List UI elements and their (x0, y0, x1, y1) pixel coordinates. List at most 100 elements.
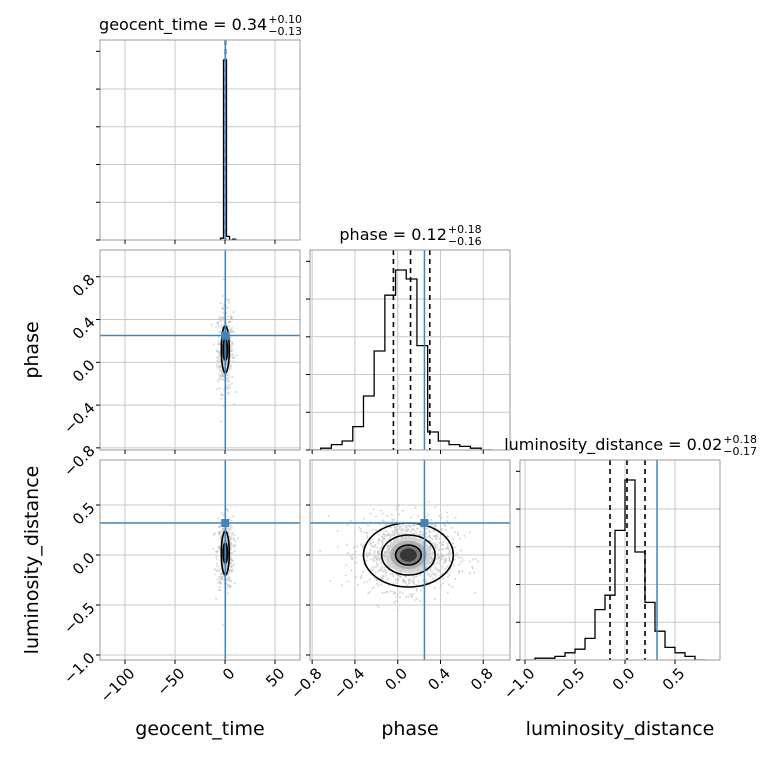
scatter-point (385, 590, 389, 593)
scatter-point (369, 568, 372, 572)
scatter-point (219, 320, 222, 323)
scatter-point (216, 550, 219, 553)
scatter-point (222, 304, 225, 308)
scatter-point (392, 590, 395, 594)
scatter-point (365, 531, 368, 534)
scatter-point (437, 569, 441, 572)
scatter-point (222, 404, 225, 407)
scatter-point (354, 556, 357, 559)
scatter-point (363, 581, 366, 584)
scatter-point (216, 387, 219, 391)
scatter-point (429, 568, 432, 571)
scatter-point (441, 572, 444, 575)
scatter-point (212, 343, 215, 346)
scatter-point (451, 542, 455, 545)
title-upper-error: +0.18 (723, 433, 757, 446)
scatter-point (375, 603, 378, 606)
scatter-point (219, 581, 222, 584)
scatter-point (368, 578, 371, 581)
scatter-point (367, 592, 370, 595)
scatter-point (210, 323, 213, 326)
scatter-point (220, 511, 223, 514)
scatter-point (377, 539, 381, 542)
scatter-point (381, 512, 384, 515)
scatter-point (383, 559, 386, 562)
scatter-point (217, 340, 220, 343)
scatter-point (437, 557, 440, 560)
scatter-point (446, 515, 449, 519)
scatter-point (229, 569, 232, 572)
scatter-point (386, 578, 389, 581)
x-tick-label: 0.0 (382, 664, 412, 694)
scatter-point (220, 371, 223, 374)
scatter-point (221, 624, 225, 627)
scatter-point (230, 526, 233, 529)
scatter-point (444, 524, 447, 528)
scatter-point (227, 577, 230, 580)
scatter-point (217, 321, 220, 324)
scatter-point (216, 578, 219, 581)
scatter-point (230, 543, 233, 546)
scatter-point (362, 531, 365, 534)
scatter-point (231, 353, 234, 356)
scatter-point (412, 577, 415, 581)
scatter-point (435, 567, 438, 571)
scatter-point (391, 518, 394, 521)
scatter-point (216, 363, 219, 366)
scatter-point (350, 556, 353, 559)
scatter-point (215, 555, 218, 558)
scatter-point (434, 546, 437, 550)
scatter-point (228, 386, 231, 389)
scatter-point (214, 573, 217, 576)
scatter-point (222, 311, 225, 314)
scatter-point (460, 569, 464, 573)
scatter-point (232, 311, 235, 314)
contour-1 (380, 534, 436, 576)
scatter-point (230, 557, 233, 561)
scatter-point (416, 597, 419, 600)
scatter-point (227, 379, 231, 382)
scatter-point (427, 500, 430, 503)
scatter-point (436, 561, 439, 564)
scatter-point (215, 366, 218, 369)
panel-frame (99, 459, 301, 661)
scatter-point (389, 526, 393, 529)
scatter-point (401, 509, 404, 512)
scatter-point (447, 548, 450, 551)
scatter-point (446, 544, 449, 548)
scatter-point (410, 594, 413, 597)
y-tick-label: −0.5 (60, 599, 98, 637)
scatter-point (416, 528, 419, 531)
scatter-point (222, 317, 225, 320)
scatter-point (227, 325, 231, 328)
scatter-point (229, 336, 232, 339)
x-tick-label: 0.8 (467, 664, 497, 694)
scatter-point (217, 378, 221, 381)
scatter-point (381, 542, 384, 545)
scatter-point (362, 517, 365, 520)
scatter-point (354, 561, 358, 565)
scatter-point (460, 560, 463, 563)
scatter-point (229, 528, 232, 531)
scatter-point (379, 562, 382, 565)
scatter-point (217, 336, 220, 339)
scatter-point (395, 530, 398, 533)
scatter-point (431, 577, 434, 580)
scatter-point (232, 537, 236, 540)
scatter-point (360, 574, 363, 578)
scatter-point (463, 534, 466, 537)
scatter-point (383, 536, 386, 540)
y-tick-label: −1.0 (60, 649, 98, 687)
scatter-point (421, 526, 424, 529)
scatter-point (336, 529, 339, 533)
scatter-point (233, 356, 236, 359)
scatter-point (404, 580, 407, 583)
scatter-point (222, 378, 225, 381)
scatter-point (433, 545, 437, 548)
scatter-point (235, 390, 238, 394)
scatter-point (441, 543, 444, 547)
scatter-point (227, 392, 231, 395)
panel-frame (309, 459, 511, 661)
scatter-point (216, 546, 220, 549)
panel-frame (309, 249, 511, 451)
